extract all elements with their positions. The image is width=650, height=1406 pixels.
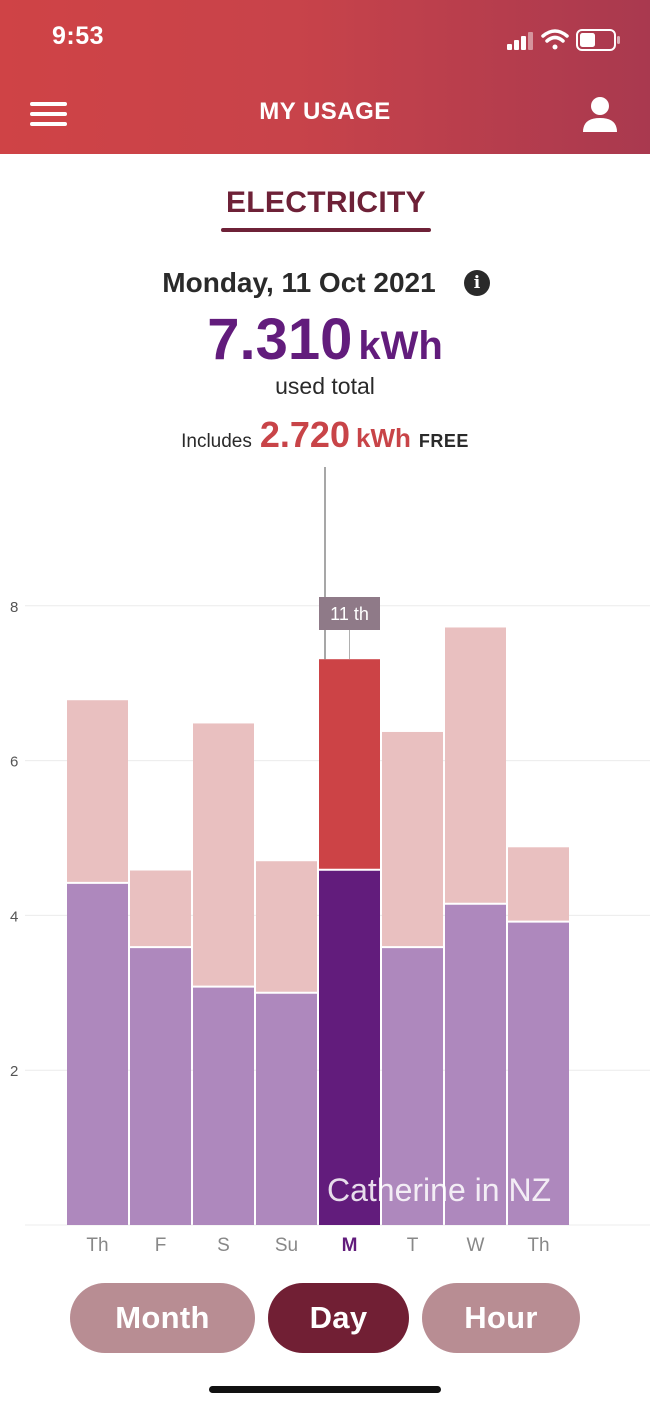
bar-free[interactable]: [508, 847, 569, 922]
x-tick-label: Su: [275, 1235, 298, 1256]
x-tick-label: T: [407, 1235, 419, 1256]
bar-paid[interactable]: [382, 947, 443, 1225]
bar-free[interactable]: [382, 731, 443, 948]
includes-label: Includes: [181, 431, 252, 452]
bar-paid[interactable]: [67, 882, 128, 1225]
month-button[interactable]: Month: [70, 1283, 255, 1353]
bar-free[interactable]: [130, 870, 191, 948]
x-tick-label: Th: [86, 1235, 108, 1256]
bar-free[interactable]: [67, 700, 128, 883]
status-icons: [507, 29, 620, 51]
wifi-icon: [541, 29, 569, 50]
total-value: 7.310: [207, 307, 353, 372]
bar-free[interactable]: [319, 659, 380, 870]
y-tick-label: 2: [10, 1063, 18, 1080]
total-label: used total: [275, 373, 375, 399]
free-label: FREE: [418, 431, 469, 451]
y-tick-label: 6: [10, 754, 18, 771]
bar-free[interactable]: [193, 723, 254, 987]
bar-paid[interactable]: [508, 921, 569, 1225]
selected-day-tooltip: [319, 597, 380, 630]
tab-electricity[interactable]: ELECTRICITY: [221, 186, 431, 232]
x-tick-label: Th: [527, 1235, 549, 1256]
x-tick-label: W: [467, 1235, 485, 1256]
bar-paid[interactable]: [445, 903, 506, 1225]
status-time: 9:53: [52, 22, 105, 50]
total-usage: 7.310 kWh: [0, 306, 650, 373]
selected-day-label: 11 th: [330, 604, 369, 624]
bar-paid[interactable]: [130, 947, 191, 1225]
y-tick-label: 4: [10, 908, 18, 925]
app-header: 9:53 MY USAGE: [0, 0, 650, 154]
date-text: Monday, 11 Oct 2021: [162, 267, 436, 298]
home-indicator: [209, 1386, 441, 1393]
x-tick-label: F: [155, 1235, 167, 1256]
usage-chart: 2 4 6 8 Th F S Su M T W Th 11 th: [10, 467, 650, 1256]
free-value: 2.720: [259, 414, 350, 455]
battery-icon: [576, 29, 620, 51]
free-unit: kWh: [355, 423, 411, 453]
y-tick-label: 8: [10, 599, 18, 616]
bar-paid[interactable]: [319, 869, 380, 1225]
info-icon[interactable]: i: [464, 270, 490, 296]
day-button[interactable]: Day: [268, 1283, 409, 1353]
bar-free[interactable]: [256, 861, 317, 993]
page-title: MY USAGE: [259, 98, 391, 125]
watermark-text: Catherine in NZ: [327, 1172, 552, 1208]
hour-button[interactable]: Hour: [422, 1283, 580, 1353]
signal-icon: [507, 32, 533, 50]
usage-date: Monday, 11 Oct 2021: [0, 267, 650, 299]
user-profile-icon[interactable]: [582, 96, 618, 134]
x-tick-label: S: [217, 1235, 230, 1256]
hamburger-menu-icon[interactable]: [30, 99, 68, 129]
free-usage: Includes 2.720 kWh FREE: [0, 414, 650, 456]
bar-free[interactable]: [445, 627, 506, 904]
x-tick-label: M: [342, 1235, 358, 1256]
bar-paid[interactable]: [256, 992, 317, 1225]
bar-paid[interactable]: [193, 986, 254, 1225]
total-unit: kWh: [358, 324, 443, 368]
